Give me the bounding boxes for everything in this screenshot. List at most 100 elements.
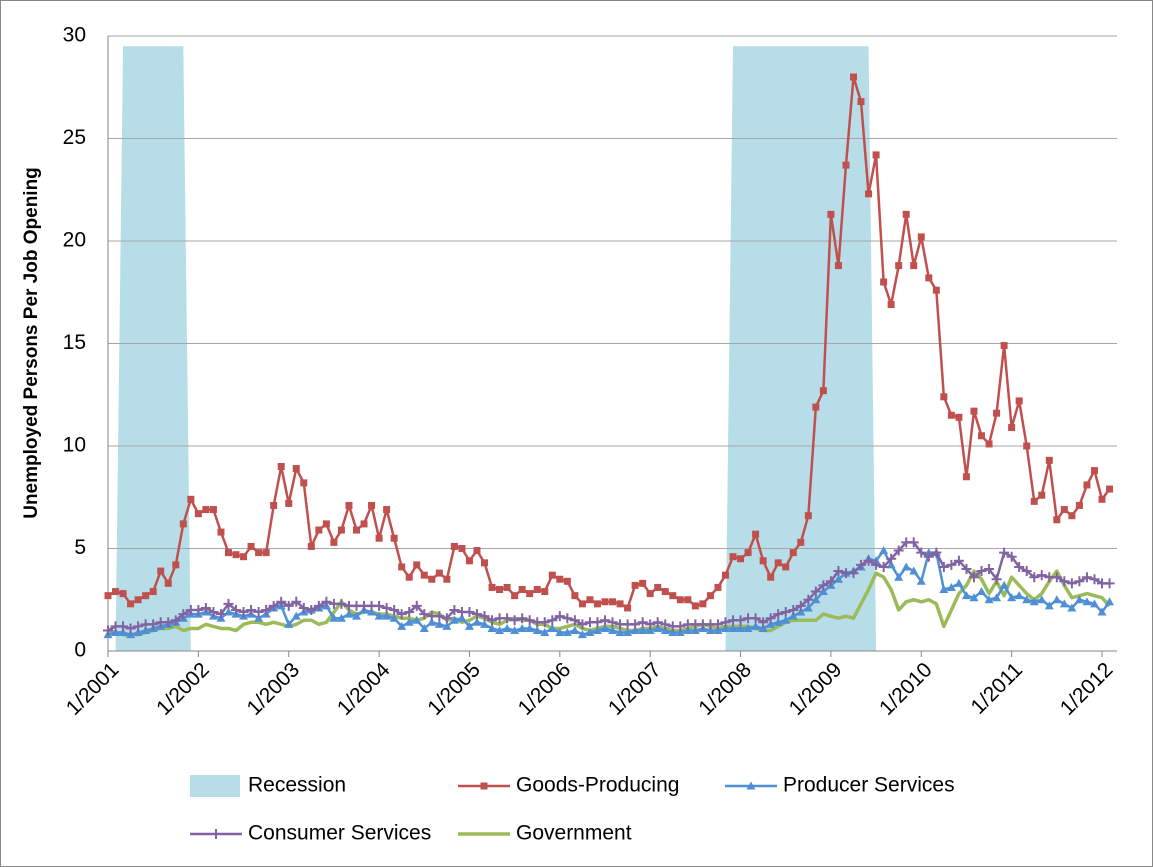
marker	[547, 623, 557, 632]
marker	[577, 630, 587, 639]
marker	[223, 598, 234, 609]
marker	[789, 549, 797, 557]
marker	[630, 619, 641, 630]
marker	[623, 628, 633, 637]
marker	[322, 520, 330, 528]
marker	[705, 626, 715, 634]
marker	[471, 609, 482, 620]
marker	[336, 598, 347, 609]
marker	[999, 580, 1009, 589]
marker	[268, 600, 279, 611]
marker	[699, 600, 707, 608]
marker	[827, 210, 835, 218]
marker	[133, 628, 143, 637]
marker	[329, 613, 339, 622]
marker	[895, 262, 903, 270]
marker	[517, 613, 528, 624]
marker	[616, 600, 624, 608]
marker	[1029, 597, 1039, 606]
marker	[1081, 572, 1092, 583]
marker	[819, 387, 827, 395]
marker	[834, 262, 842, 270]
marker	[321, 596, 332, 607]
marker	[396, 609, 407, 620]
marker	[600, 615, 610, 626]
marker	[968, 572, 979, 583]
marker	[803, 594, 814, 605]
marker	[510, 626, 520, 634]
marker	[773, 609, 784, 620]
marker	[337, 526, 345, 534]
marker	[276, 596, 287, 607]
marker	[473, 547, 481, 555]
marker	[300, 479, 308, 487]
marker	[863, 555, 874, 566]
marker	[458, 545, 466, 552]
marker	[419, 623, 429, 632]
marker	[751, 621, 761, 630]
marker	[653, 623, 663, 632]
legend-label: Government	[516, 822, 632, 845]
marker	[200, 602, 211, 613]
marker	[759, 557, 767, 565]
recession-area	[108, 46, 1110, 651]
marker	[728, 623, 738, 632]
marker	[886, 560, 896, 569]
marker-group	[104, 73, 1114, 612]
marker	[795, 600, 806, 611]
marker	[291, 611, 301, 620]
marker	[562, 613, 573, 624]
marker	[676, 596, 684, 604]
marker	[1067, 603, 1077, 612]
marker	[578, 600, 586, 608]
marker	[487, 623, 497, 632]
series-line	[107, 569, 1111, 637]
marker	[118, 621, 129, 632]
marker	[554, 611, 565, 622]
marker	[442, 621, 452, 630]
marker	[126, 630, 136, 639]
marker	[675, 628, 685, 637]
marker	[270, 501, 278, 509]
marker	[193, 605, 204, 615]
marker	[449, 615, 459, 624]
marker	[712, 619, 723, 630]
marker	[525, 623, 535, 632]
marker	[134, 596, 142, 604]
marker	[939, 585, 949, 593]
marker	[104, 592, 112, 600]
marker	[450, 542, 458, 550]
marker	[511, 592, 519, 600]
marker	[999, 547, 1010, 558]
marker	[1022, 595, 1032, 604]
marker	[419, 609, 430, 620]
marker	[413, 561, 421, 569]
marker	[916, 576, 926, 585]
marker	[586, 596, 594, 604]
marker	[969, 593, 979, 602]
marker	[652, 617, 663, 628]
marker	[1044, 601, 1054, 610]
marker	[893, 545, 904, 556]
marker	[592, 626, 602, 634]
y-tick-label: 30	[63, 24, 86, 47]
marker	[746, 781, 756, 790]
marker	[850, 73, 857, 81]
marker	[563, 577, 571, 585]
marker	[766, 619, 776, 628]
marker	[857, 98, 865, 106]
marker	[247, 542, 255, 550]
marker	[389, 613, 399, 622]
marker	[367, 607, 377, 616]
y-axis-title: Unemployed Persons Per Job Opening	[21, 167, 42, 519]
legend-label: Goods-Producing	[516, 774, 679, 797]
marker	[215, 609, 226, 620]
marker	[1014, 591, 1024, 600]
marker	[479, 611, 490, 622]
marker	[1105, 597, 1115, 606]
marker	[765, 613, 776, 624]
marker	[810, 586, 821, 597]
marker	[502, 623, 512, 632]
marker	[992, 593, 1002, 602]
